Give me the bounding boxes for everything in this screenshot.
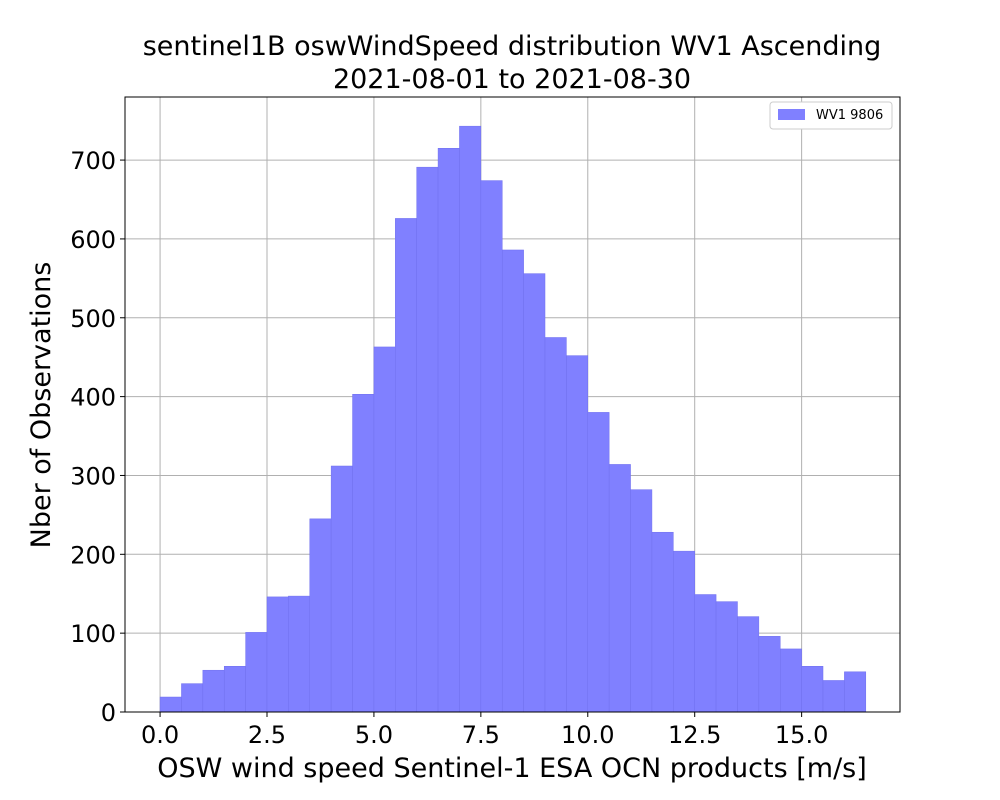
- y-tick-label: 0: [101, 699, 116, 727]
- histogram-bar: [266, 596, 289, 713]
- histogram-bar: [437, 148, 460, 713]
- x-tick-label: 7.5: [462, 721, 500, 749]
- histogram-bar: [309, 518, 332, 713]
- y-tick-label: 600: [70, 226, 116, 254]
- y-tick-label: 400: [70, 384, 116, 412]
- chart-title-line-1: sentinel1B oswWindSpeed distribution WV1…: [143, 31, 882, 62]
- histogram-bar: [694, 594, 717, 713]
- x-tick-label: 0.0: [141, 721, 179, 749]
- histogram-bar: [395, 218, 417, 713]
- histogram-bar: [801, 666, 824, 713]
- histogram-bar: [459, 125, 482, 713]
- legend-label: WV1 9806: [816, 108, 883, 123]
- histogram-bar: [159, 696, 182, 713]
- y-tick-label: 300: [70, 462, 116, 490]
- histogram-bar: [715, 601, 738, 713]
- y-tick-label: 100: [70, 620, 116, 648]
- histogram-bar: [844, 671, 867, 713]
- histogram-bar: [330, 465, 353, 713]
- histogram-bar: [373, 346, 396, 713]
- histogram-bar: [822, 680, 845, 713]
- histogram-bar: [651, 531, 674, 713]
- legend-box: [769, 101, 893, 130]
- histogram-bar: [202, 669, 225, 713]
- histogram-bar: [480, 180, 503, 713]
- histogram-bar: [779, 648, 802, 713]
- histogram-bars: [159, 125, 867, 713]
- x-tick-label: 15.0: [775, 721, 828, 749]
- histogram-bar: [608, 464, 631, 713]
- histogram-bar: [352, 394, 375, 713]
- plot-frame: [124, 96, 901, 713]
- y-tick-label: 700: [70, 147, 116, 175]
- legend: WV1 9806: [769, 101, 893, 130]
- histogram-bar: [223, 666, 246, 713]
- histogram-bar: [416, 166, 439, 713]
- x-tick-label: 12.5: [668, 721, 721, 749]
- histogram-bar: [737, 616, 760, 713]
- histogram-bar: [587, 412, 610, 713]
- y-tick-label: 200: [70, 541, 116, 569]
- histogram-bar: [245, 632, 268, 713]
- legend-swatch: [778, 109, 805, 120]
- x-tick-label: 10.0: [561, 721, 614, 749]
- y-axis-label: Nber of Observations: [26, 262, 57, 549]
- x-axis-label: OSW wind speed Sentinel-1 ESA OCN produc…: [157, 753, 867, 784]
- histogram-bar: [288, 595, 311, 713]
- histogram-bar: [758, 636, 781, 713]
- histogram-bar: [566, 355, 589, 713]
- histogram-bar: [523, 273, 546, 713]
- x-tick-label: 2.5: [248, 721, 286, 749]
- histogram-bar: [181, 683, 204, 713]
- histogram-bar: [544, 337, 567, 713]
- x-tick-label: 5.0: [355, 721, 393, 749]
- histogram-bar: [673, 550, 695, 713]
- axis-ticks: 0.0 2.5 5.0 7.5 10.0 12.5 15.0 0 100 200 300 400 500…: [70, 147, 828, 749]
- y-tick-label: 500: [70, 305, 116, 333]
- chart-title-line-2: 2021-08-01 to 2021-08-30: [333, 64, 691, 95]
- histogram-bar: [630, 489, 653, 713]
- histogram-bar: [501, 249, 524, 713]
